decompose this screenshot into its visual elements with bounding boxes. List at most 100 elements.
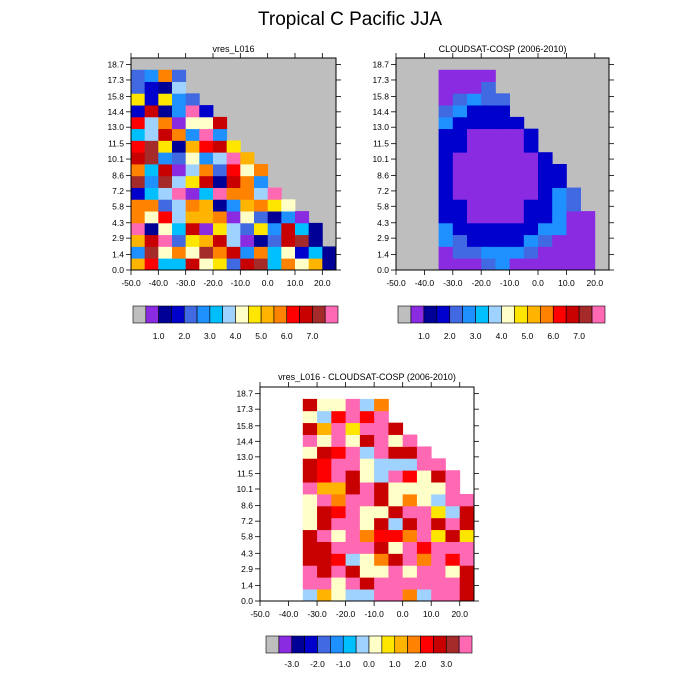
heatmap-cell — [267, 222, 282, 236]
heatmap-cell — [438, 211, 454, 224]
heatmap-cell — [131, 140, 146, 153]
heatmap-cell — [402, 589, 418, 602]
heatmap-cell — [452, 258, 468, 271]
heatmap-cell — [267, 258, 282, 271]
colorbar-label: 2.0 — [444, 331, 456, 341]
colorbar-swatch — [145, 305, 159, 324]
x-tick-label: -40.0 — [279, 609, 299, 619]
y-tick-label: 18.7 — [372, 60, 389, 70]
y-tick-label: 8.6 — [112, 171, 124, 181]
colorbar-label: 4.0 — [230, 331, 242, 341]
heatmap-cell — [459, 541, 475, 554]
heatmap-cell — [438, 140, 454, 153]
heatmap-cell — [302, 446, 318, 459]
heatmap-cell — [438, 164, 454, 177]
colorbar-swatch — [368, 635, 383, 654]
heatmap-cell — [131, 258, 146, 271]
heatmap-cell — [158, 81, 173, 94]
heatmap-cell — [317, 517, 332, 531]
heatmap-cell — [467, 81, 482, 94]
heatmap-cell — [213, 258, 228, 271]
heatmap-cell — [331, 422, 346, 435]
heatmap-cell — [481, 258, 496, 271]
heatmap-cell — [226, 222, 241, 236]
heatmap-cell — [445, 470, 461, 483]
heatmap-cell — [552, 199, 567, 212]
heatmap-cell — [359, 589, 375, 602]
heatmap-cell — [431, 541, 446, 554]
heatmap-cell — [495, 258, 510, 271]
heatmap-cell — [538, 199, 553, 212]
heatmap-cell — [226, 234, 241, 247]
heatmap-cell — [302, 434, 318, 447]
heatmap-cell — [144, 69, 159, 82]
heatmap-cell — [388, 589, 404, 602]
heatmap-cell — [416, 553, 432, 566]
y-tick-label: 11.5 — [373, 139, 389, 149]
colorbar-swatch — [235, 305, 249, 324]
heatmap-cell — [467, 187, 482, 200]
heatmap-cell — [552, 175, 567, 188]
heatmap-cell — [402, 553, 418, 566]
heatmap-cell — [185, 116, 200, 130]
heatmap-cell — [281, 211, 296, 224]
heatmap-cell — [240, 258, 255, 271]
heatmap-cell — [226, 246, 241, 259]
heatmap-cell — [509, 211, 525, 224]
heatmap-cell — [509, 116, 525, 130]
heatmap-cell — [452, 164, 468, 177]
heatmap-cell — [172, 128, 187, 141]
heatmap-cell — [495, 105, 510, 118]
heatmap-cell — [452, 93, 468, 106]
heatmap-cell — [523, 175, 539, 188]
colorbar-label: 5.0 — [255, 331, 267, 341]
heatmap-cell — [459, 505, 475, 519]
heatmap-cell — [538, 175, 553, 188]
heatmap-cell — [416, 529, 432, 542]
x-tick-label: -30.0 — [307, 609, 327, 619]
y-tick-label: 0.0 — [241, 596, 253, 606]
heatmap-cell — [317, 589, 332, 602]
y-tick-label: 10.1 — [236, 484, 253, 494]
colorbar-swatch — [514, 305, 528, 324]
colorbar-swatch — [158, 305, 172, 324]
heatmap-cell — [538, 152, 553, 165]
y-tick-label: 11.5 — [108, 139, 124, 149]
y-tick-label: 18.7 — [236, 389, 253, 399]
heatmap-cell — [158, 116, 173, 130]
heatmap-cell — [374, 410, 389, 424]
colorbar-swatch — [260, 305, 275, 324]
y-tick-label: 0.0 — [112, 265, 124, 275]
heatmap-cell — [302, 529, 318, 542]
heatmap-cell — [438, 93, 454, 106]
heatmap-cell — [402, 470, 418, 483]
heatmap-cell — [452, 234, 468, 247]
colorbar-swatch — [423, 305, 438, 324]
heatmap-cell — [467, 140, 482, 153]
x-tick-label: 0.0 — [532, 278, 544, 288]
heatmap-cell — [131, 152, 146, 165]
heatmap-cell — [481, 116, 496, 130]
heatmap-cell — [131, 222, 146, 236]
colorbar-2: 1.0 2.0 3.0 4.0 5.0 6.0 7.0 — [397, 305, 606, 341]
colorbar-label: 3.0 — [204, 331, 216, 341]
heatmap-cell — [158, 140, 173, 153]
heatmap-cell — [199, 105, 214, 118]
heatmap-cell — [388, 470, 404, 483]
heatmap-cell — [199, 222, 214, 236]
heatmap-cell — [459, 577, 475, 590]
heatmap-cell — [580, 246, 596, 259]
heatmap-cell — [131, 199, 146, 212]
colorbar-swatch — [449, 305, 463, 324]
heatmap-cell — [199, 211, 214, 224]
heatmap-cell — [509, 152, 525, 165]
heatmap-cell — [172, 140, 187, 153]
heatmap-cell — [509, 199, 525, 212]
heatmap-cell — [158, 199, 173, 212]
heatmap-cell — [172, 234, 187, 247]
heatmap-cell — [388, 458, 404, 471]
heatmap-cell — [158, 69, 173, 82]
heatmap-cell — [566, 211, 581, 224]
heatmap-cell — [388, 529, 404, 542]
heatmap-cell — [538, 164, 553, 177]
